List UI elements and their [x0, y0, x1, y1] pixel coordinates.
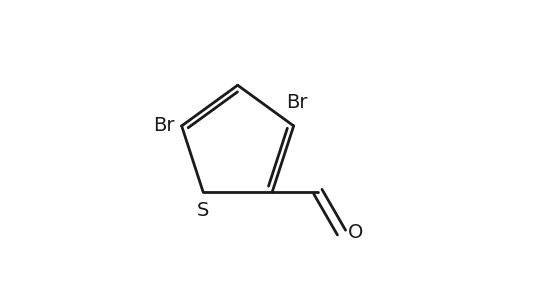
Text: S: S	[197, 201, 209, 220]
Text: O: O	[348, 223, 363, 242]
Text: Br: Br	[286, 93, 307, 112]
Text: Br: Br	[153, 116, 174, 135]
